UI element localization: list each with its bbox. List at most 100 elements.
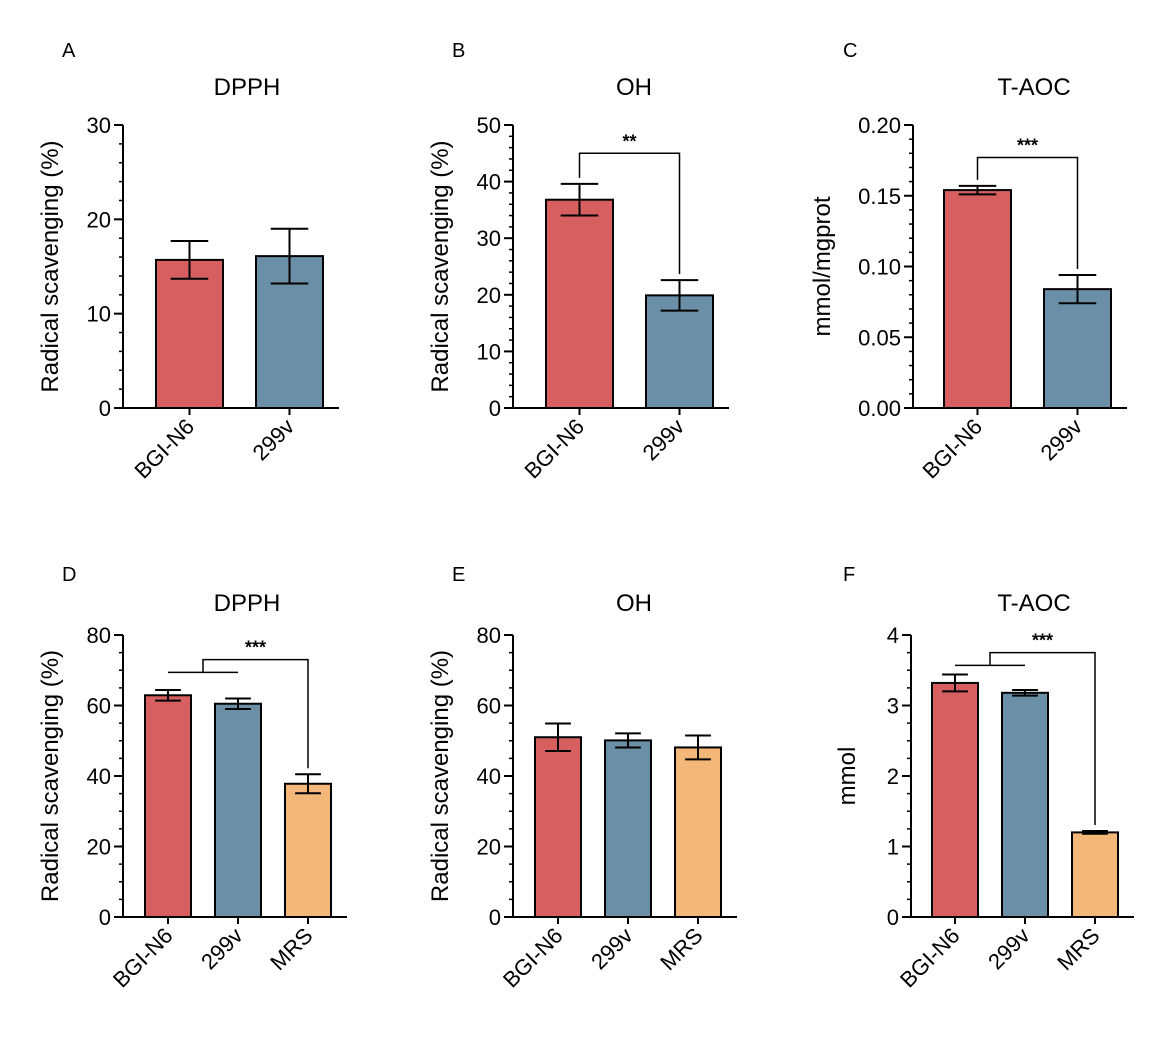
y-tick-label: 20 (87, 835, 111, 860)
x-tick-label: MRS (265, 923, 317, 975)
panel-letter: E (452, 564, 465, 586)
error-bar (1082, 829, 1108, 835)
x-tick-label: 299v (1036, 414, 1087, 465)
y-axis-title: Radical scavenging (%) (427, 140, 454, 392)
bar-bgi-n6 (931, 681, 979, 918)
panel-letter: A (62, 40, 76, 62)
y-tick-label: 0.20 (858, 113, 901, 138)
y-tick-label: 0 (99, 396, 111, 421)
error-bar (170, 240, 209, 280)
y-axis-title: Radical scavenging (%) (427, 650, 454, 902)
x-tick-label: MRS (1052, 923, 1104, 975)
y-tick-label: 60 (477, 694, 501, 719)
y-tick-label: 40 (477, 764, 501, 789)
panel-title: OH (616, 74, 652, 101)
y-tick-label: 0 (99, 905, 111, 930)
significance-bracket: *** (955, 631, 1096, 825)
significance-label: *** (1032, 631, 1053, 651)
significance-label: *** (1017, 136, 1038, 156)
error-bar (615, 732, 641, 749)
bracket-line (202, 658, 309, 769)
y-tick-label: 20 (87, 207, 111, 232)
y-axis-title: mmol (834, 747, 861, 806)
error-bar (545, 722, 571, 752)
bar-299v (1001, 691, 1049, 918)
panel-f: F T-AOC mmol 0 1 2 3 4 BGI-N6 299v MRS *** (834, 564, 1134, 992)
bar-bgi-n6 (155, 258, 224, 409)
panel-c: C T-AOC mmol/mgprot 0.00 0.05 0.10 0.15 0.20 BGI… (809, 40, 1127, 483)
y-tick-label: 10 (477, 339, 501, 364)
panel-letter: F (843, 564, 855, 586)
y-tick-label: 3 (887, 694, 899, 719)
error-bar (1058, 273, 1097, 305)
y-tick-label: 40 (477, 170, 501, 195)
y-tick-label: 0.00 (858, 396, 901, 421)
x-tick-label: BGI-N6 (129, 414, 199, 484)
y-tick-label: 0.10 (858, 255, 901, 280)
panel-letter: B (452, 40, 465, 62)
y-tick-label: 2 (887, 764, 899, 789)
error-bar (225, 697, 251, 711)
x-tick-label: 299v (638, 414, 689, 465)
bracket-line (578, 152, 681, 275)
error-bar (295, 773, 321, 795)
bar-mrs (284, 782, 332, 918)
y-tick-label: 80 (477, 623, 501, 648)
y-tick-label: 10 (87, 302, 111, 327)
error-bar (155, 688, 181, 702)
x-tick-label: BGI-N6 (917, 414, 987, 484)
x-tick-label: BGI-N6 (498, 923, 568, 993)
panel-title: OH (616, 590, 652, 617)
y-tick-label: 4 (887, 623, 899, 648)
error-bar (560, 182, 599, 217)
significance-bracket: *** (168, 638, 309, 769)
significance-bracket: *** (976, 136, 1079, 269)
y-tick-label: 80 (87, 623, 111, 648)
y-tick-label: 20 (477, 283, 501, 308)
panel-letter: C (843, 40, 857, 62)
bar-bgi-n6 (943, 189, 1012, 409)
panel-title: T-AOC (997, 590, 1070, 617)
error-bar (660, 279, 699, 312)
error-bar (958, 184, 997, 196)
bar-299v (1043, 288, 1112, 410)
panel-b: B OH Radical scavenging (%) 0 10 20 30 40 50 BGI-… (427, 40, 729, 483)
y-tick-label: 30 (477, 226, 501, 251)
error-bar (685, 734, 711, 761)
y-tick-label: 30 (87, 113, 111, 138)
error-bar (1012, 688, 1038, 697)
panel-letter: D (62, 564, 76, 586)
significance-label: *** (245, 638, 266, 658)
x-tick-label: 299v (983, 923, 1034, 974)
y-axis-title: Radical scavenging (%) (37, 650, 64, 902)
significance-label: ** (622, 131, 636, 151)
y-tick-label: 60 (87, 694, 111, 719)
y-tick-label: 50 (477, 113, 501, 138)
bracket-line (989, 651, 1096, 825)
error-bar (270, 227, 309, 285)
panel-a: A DPPH Radical scavenging (%) 0 10 20 30 BGI-N6… (37, 40, 339, 483)
bar-299v (645, 294, 714, 409)
y-tick-label: 0 (489, 905, 501, 930)
bar-bgi-n6 (534, 736, 582, 918)
y-tick-label: 0 (489, 396, 501, 421)
bar-bgi-n6 (545, 198, 614, 409)
x-tick-label: 299v (586, 923, 637, 974)
panel-title: T-AOC (997, 74, 1070, 101)
x-tick-label: BGI-N6 (519, 414, 589, 484)
x-tick-label: BGI-N6 (895, 923, 965, 993)
y-tick-label: 40 (87, 764, 111, 789)
y-axis-title: mmol/mgprot (809, 196, 836, 336)
y-tick-label: 0 (887, 905, 899, 930)
y-tick-label: 0.05 (858, 325, 901, 350)
significance-bracket: ** (578, 131, 681, 275)
y-tick-label: 0.15 (858, 184, 901, 209)
bracket-line (976, 156, 1079, 269)
bar-mrs (1071, 831, 1119, 919)
bar-bgi-n6 (144, 694, 192, 919)
panel-title: DPPH (214, 74, 281, 101)
bar-mrs (674, 746, 722, 919)
panel-d: D DPPH Radical scavenging (%) 0 20 40 60 80 BGI-… (37, 564, 347, 992)
x-tick-label: BGI-N6 (108, 923, 178, 993)
y-axis-title: Radical scavenging (%) (37, 140, 64, 392)
